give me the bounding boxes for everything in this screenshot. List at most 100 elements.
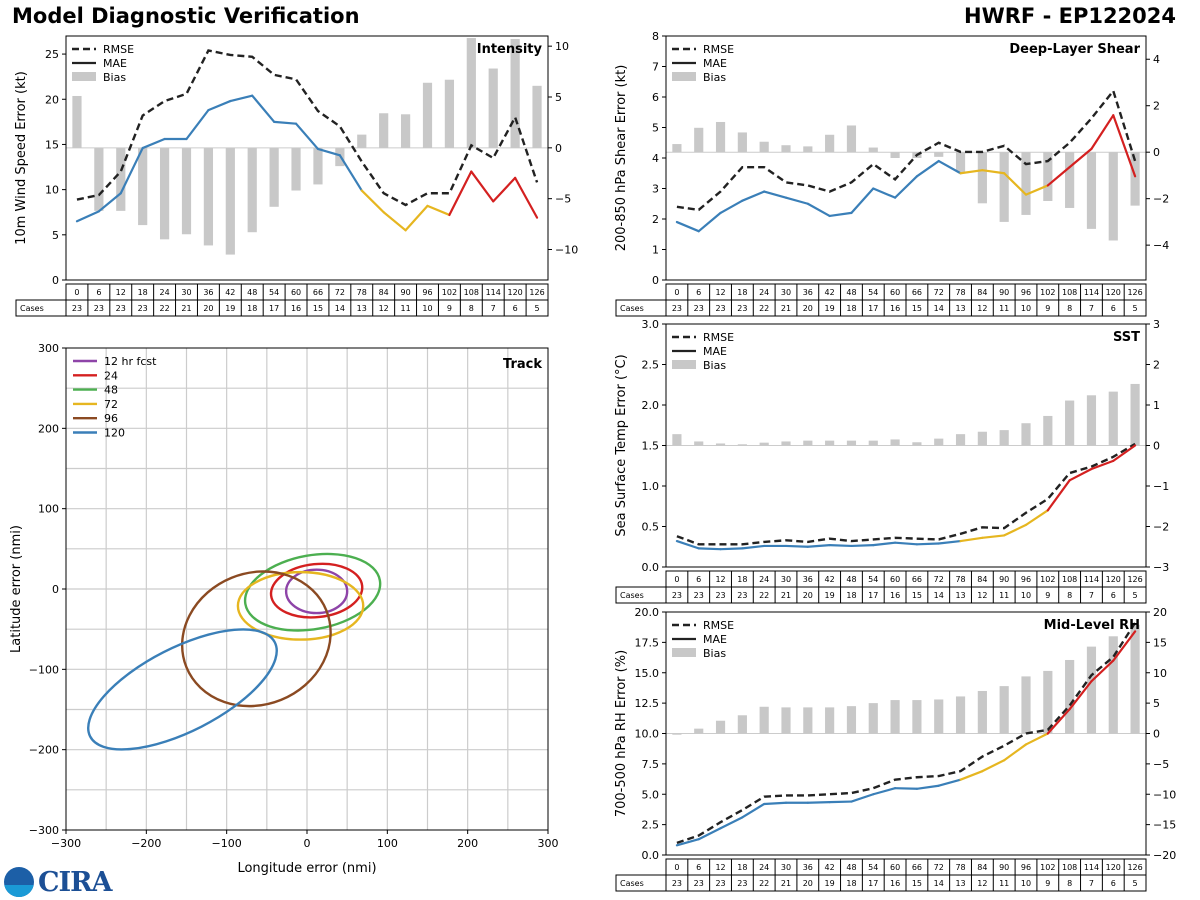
mae-segment [893, 787, 919, 790]
mae-segment [1024, 509, 1049, 526]
bias-bar [400, 114, 411, 148]
hour-cell: 114 [1084, 863, 1099, 872]
bias-bar [781, 441, 791, 446]
cases-cell: 15 [313, 304, 323, 313]
panel-intensity: 0 5 10 15 20 25 −10 −5 0 5 10 10m Wind Speed Error … [14, 35, 578, 317]
hour-cell: 66 [912, 863, 922, 872]
cases-cell: 19 [825, 879, 835, 888]
mae-segment [1068, 467, 1093, 482]
mae-segment [97, 192, 122, 213]
cases-cell: 9 [447, 304, 452, 313]
hour-cell: 54 [868, 863, 878, 872]
y-tick-label: 3.0 [642, 318, 660, 331]
mae-segment [741, 190, 766, 202]
track-ellipse [269, 562, 364, 619]
y2-tick-label: −3 [1153, 561, 1169, 574]
y2-tick-label: −5 [555, 193, 571, 206]
mae-segment [850, 187, 875, 214]
x-tick-label: −200 [131, 837, 161, 850]
panel-rh: 0.0 2.5 5.0 7.5 10.0 12.5 15.0 17.5 20.0 −20 −15 −1… [614, 606, 1176, 892]
hour-cell: 126 [1127, 575, 1142, 584]
mae-segment [338, 154, 363, 192]
bias-bar [890, 439, 900, 446]
y2-tick-label: −10 [555, 244, 578, 257]
mae-segment [741, 544, 766, 550]
y2-tick-label: 0 [1153, 728, 1160, 741]
legend-label: 120 [104, 427, 125, 440]
track-ellipse [180, 570, 332, 708]
hour-cell: 42 [825, 575, 835, 584]
x-tick-label: 100 [377, 837, 398, 850]
cases-cell: 7 [491, 304, 496, 313]
bias-bar [846, 440, 857, 446]
bias-bar [466, 38, 476, 148]
bias-bar [1130, 383, 1140, 446]
mae-segment [893, 175, 919, 199]
cases-cell: 20 [803, 879, 813, 888]
cases-cell: 10 [1021, 591, 1031, 600]
hour-cell: 126 [1127, 863, 1142, 872]
mae-segment [426, 204, 451, 217]
hour-cell: 120 [1106, 863, 1121, 872]
bias-bar [422, 82, 433, 148]
y-tick-label: 17.5 [635, 636, 660, 649]
y-tick-label: 0.0 [642, 561, 660, 574]
mae-segment [915, 542, 940, 546]
hour-cell: 36 [203, 288, 213, 297]
bias-bar [977, 690, 987, 734]
mae-segment [697, 211, 722, 233]
y2-tick-label: −2 [1153, 193, 1169, 206]
mae-segment [959, 536, 984, 543]
noaa-logo-icon [4, 867, 34, 897]
mae-segment [1003, 743, 1028, 762]
y-tick-label: 15.0 [635, 667, 660, 680]
cases-cell: 11 [999, 879, 1009, 888]
mae-segment [828, 800, 853, 804]
bias-bar [72, 95, 82, 148]
cases-cell: 10 [1021, 879, 1031, 888]
legend-label: 48 [104, 384, 118, 397]
y-tick-label: 0.0 [642, 849, 660, 862]
mae-segment [719, 199, 744, 214]
bias-bar [934, 699, 944, 734]
bias-bar [934, 438, 944, 446]
bias-bar [846, 706, 857, 734]
hour-cell: 24 [759, 288, 769, 297]
hour-cell: 48 [247, 288, 257, 297]
cases-cell: 14 [335, 304, 345, 313]
bias-bar [737, 715, 747, 734]
cases-cell: 23 [94, 304, 104, 313]
mae-segment [981, 169, 1006, 175]
cases-cell: 23 [694, 591, 704, 600]
cases-cell: 17 [269, 304, 279, 313]
cases-cell: 18 [247, 304, 257, 313]
mae-segment [316, 147, 341, 157]
cases-cell: 20 [203, 304, 213, 313]
cira-logo-text: CIRA [38, 866, 113, 898]
bias-bar [672, 144, 682, 153]
legend-label: 96 [104, 412, 118, 425]
legend-label: 24 [104, 369, 118, 382]
cases-cell: 13 [955, 591, 965, 600]
mae-segment [119, 146, 144, 195]
mae-segment [1112, 630, 1137, 662]
y2-tick-label: 20 [1153, 606, 1167, 619]
legend-rmse-label: RMSE [703, 619, 734, 632]
mae-segment [763, 190, 788, 199]
y-axis-label: Sea Surface Temp Error (°C) [614, 354, 629, 536]
bias-bar [955, 152, 966, 172]
hour-cell: 18 [737, 288, 747, 297]
y-tick-label: 2.0 [642, 399, 660, 412]
rmse-line [676, 442, 1136, 546]
cases-cell: 16 [291, 304, 301, 313]
hour-cell: 72 [335, 288, 345, 297]
hour-cell: 12 [715, 288, 725, 297]
bias-bar [1065, 400, 1075, 446]
bias-bar [934, 152, 944, 157]
y-tick-label: 2.5 [642, 359, 660, 372]
bias-bar [1086, 152, 1097, 229]
bias-bar [379, 113, 389, 148]
cases-label: Cases [620, 304, 644, 313]
mae-segment [981, 534, 1006, 539]
y2-tick-label: 0 [1153, 440, 1160, 453]
